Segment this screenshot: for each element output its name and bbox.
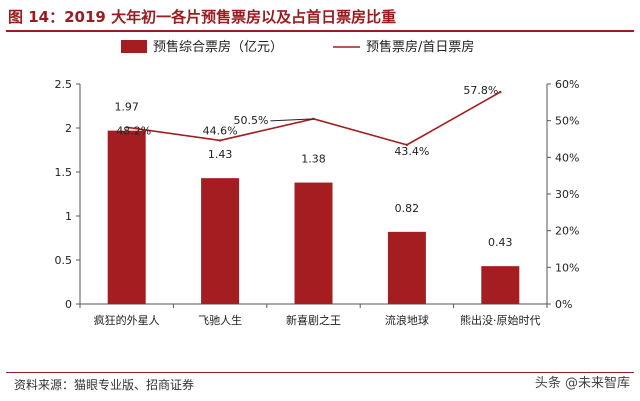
bar-value-label: 1.38 xyxy=(301,153,326,166)
bar-value-label: 0.43 xyxy=(488,236,513,249)
bar xyxy=(107,130,146,304)
ratio-point xyxy=(499,90,502,94)
line-value-label: 57.8% xyxy=(463,84,498,97)
bar-value-label: 1.43 xyxy=(208,148,233,161)
x-category-label: 熊出没·原始时代 xyxy=(460,313,541,327)
legend-bar-swatch xyxy=(121,40,147,53)
line-value-label: 48.2% xyxy=(116,124,151,137)
ratio-point xyxy=(125,126,128,129)
y-left-tick-label: 0.5 xyxy=(55,254,73,267)
y-right-tick-label: 30% xyxy=(555,188,579,201)
chart-title: 图 14：2019 大年初一各片预售票房以及占首日票房比重 xyxy=(8,8,397,26)
y-left-tick-label: 2.5 xyxy=(55,78,73,91)
y-left-tick-label: 2 xyxy=(65,122,72,135)
line-value-label: 43.4% xyxy=(394,145,429,158)
source-divider xyxy=(6,372,634,373)
legend-bar-label: 预售综合票房（亿元） xyxy=(153,39,283,55)
title-bar: 图 14：2019 大年初一各片预售票房以及占首日票房比重 xyxy=(6,4,634,32)
ratio-point xyxy=(405,143,409,147)
bar xyxy=(481,266,520,304)
bar-value-label: 0.82 xyxy=(395,202,420,215)
y-right-tick-label: 0% xyxy=(555,298,572,311)
y-right-tick-label: 60% xyxy=(555,78,579,91)
source-note: 资料来源：猫眼专业版、招商证券 xyxy=(14,378,195,392)
x-category-label: 疯狂的外星人 xyxy=(94,313,160,327)
label-leader-line xyxy=(270,118,314,122)
y-right-tick-label: 10% xyxy=(555,261,579,274)
x-category-label: 流浪地球 xyxy=(385,313,429,327)
y-right-tick-label: 20% xyxy=(555,225,579,238)
bar xyxy=(387,231,426,304)
bar xyxy=(201,178,240,304)
y-left-tick-label: 0 xyxy=(65,298,72,311)
line-value-label: 44.6% xyxy=(203,124,238,137)
y-left-tick-label: 1 xyxy=(65,210,72,223)
bar-value-label: 1.97 xyxy=(114,101,139,114)
legend-line-label: 预售票房/首日票房 xyxy=(366,39,474,55)
x-category-label: 飞驰人生 xyxy=(198,313,242,327)
x-category-label: 新喜剧之王 xyxy=(286,313,341,327)
y-left-tick-label: 1.5 xyxy=(55,166,73,179)
line-value-label: 50.5% xyxy=(234,114,269,127)
bar xyxy=(294,182,333,304)
watermark: 头条 @未来智库 xyxy=(534,376,630,391)
chart: 预售综合票房（亿元） 预售票房/首日票房 0 0.5 1 1.5 2 2.5 0% 10% 20% 3… xyxy=(55,39,580,327)
y-right-tick-label: 50% xyxy=(555,115,579,128)
y-right-tick-label: 40% xyxy=(555,151,579,164)
ratio-point xyxy=(218,139,222,142)
